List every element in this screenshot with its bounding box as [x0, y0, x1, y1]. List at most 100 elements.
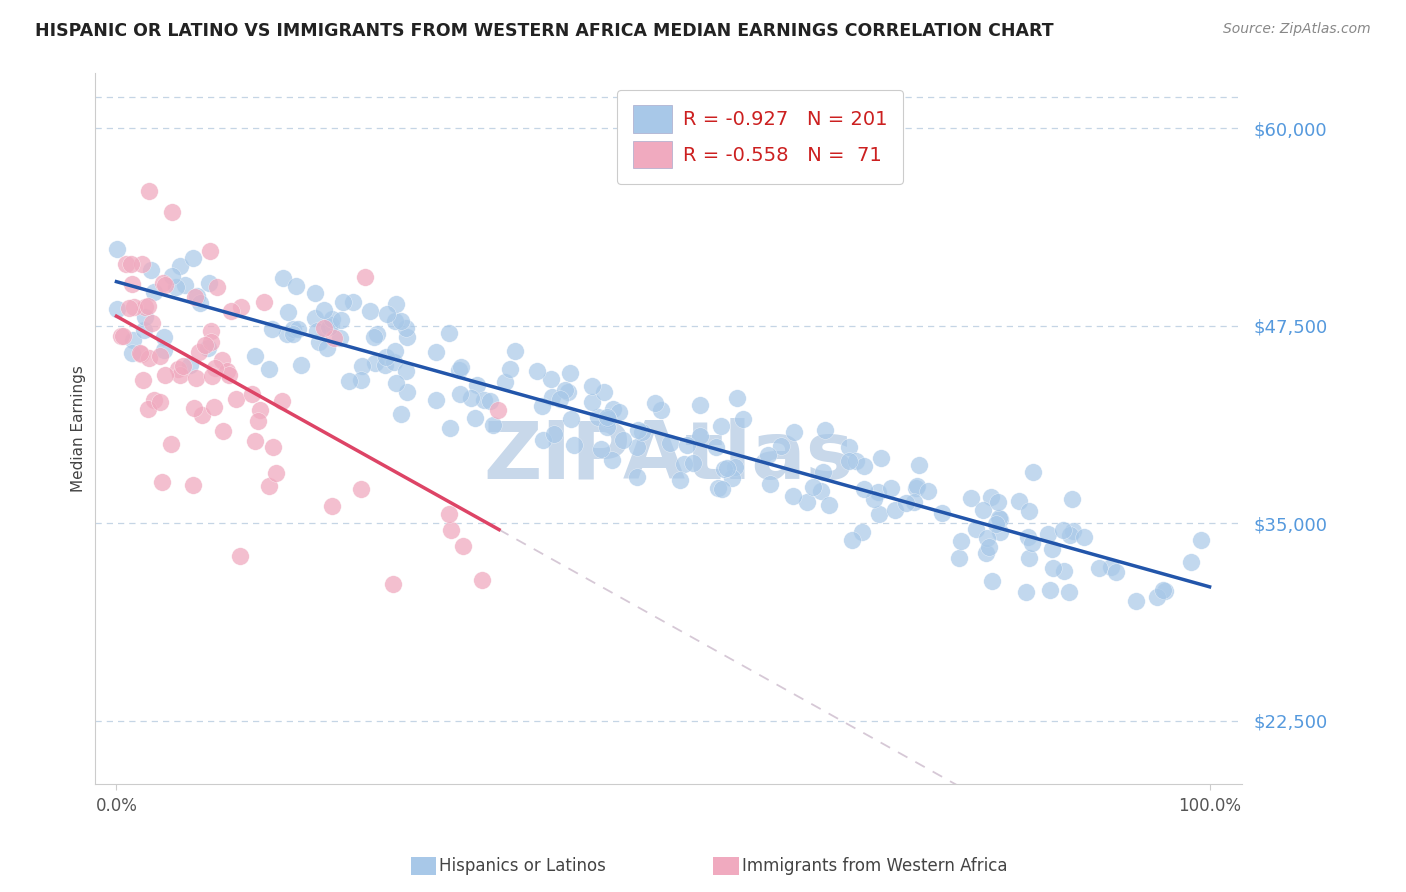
Point: [262, 322, 284, 336]
Point: [948, 550, 970, 565]
Point: [659, 436, 682, 450]
Point: [389, 314, 412, 328]
Point: [756, 448, 779, 462]
Point: [905, 479, 928, 493]
Point: [374, 358, 396, 372]
Point: [321, 312, 343, 326]
Point: [307, 324, 329, 338]
Point: [201, 368, 224, 383]
Point: [974, 546, 997, 560]
Point: [811, 465, 834, 479]
Point: [862, 491, 884, 506]
Point: [134, 310, 156, 324]
Point: [1018, 504, 1040, 518]
Point: [627, 423, 650, 437]
Point: [1015, 584, 1038, 599]
Point: [465, 377, 488, 392]
Point: [384, 297, 406, 311]
Point: [972, 502, 994, 516]
Point: [526, 364, 548, 378]
Point: [965, 522, 987, 536]
Point: [211, 352, 233, 367]
Point: [129, 347, 152, 361]
Point: [136, 401, 159, 416]
Point: [240, 387, 263, 401]
Point: [1146, 591, 1168, 605]
Point: [1018, 550, 1040, 565]
Point: [188, 345, 211, 359]
Point: [1105, 565, 1128, 579]
Point: [884, 503, 907, 517]
Point: [1036, 527, 1059, 541]
Point: [731, 411, 754, 425]
Point: [375, 307, 398, 321]
Point: [200, 334, 222, 349]
Point: [533, 433, 555, 447]
Point: [503, 344, 526, 359]
Point: [486, 403, 509, 417]
Point: [689, 398, 711, 412]
Point: [150, 475, 173, 489]
Point: [817, 499, 839, 513]
Point: [631, 425, 654, 439]
Point: [598, 412, 620, 426]
Point: [710, 419, 733, 434]
Point: [543, 427, 565, 442]
Point: [183, 290, 205, 304]
Point: [138, 351, 160, 365]
Point: [304, 285, 326, 300]
Point: [138, 299, 160, 313]
Point: [481, 417, 503, 432]
Point: [204, 361, 226, 376]
Point: [596, 419, 619, 434]
Point: [350, 483, 373, 497]
Point: [450, 360, 472, 375]
Point: [316, 341, 339, 355]
Text: Source: ZipAtlas.com: Source: ZipAtlas.com: [1223, 22, 1371, 37]
Point: [160, 269, 183, 284]
Point: [724, 460, 747, 475]
Point: [1073, 530, 1095, 544]
Point: [439, 421, 461, 435]
Point: [917, 483, 939, 498]
Point: [337, 375, 360, 389]
Point: [1059, 528, 1081, 542]
Point: [193, 338, 215, 352]
Point: [868, 484, 890, 499]
Point: [1062, 524, 1084, 538]
Point: [121, 277, 143, 292]
Point: [810, 483, 832, 498]
Point: [949, 533, 972, 548]
Point: [851, 525, 873, 540]
Point: [907, 458, 929, 473]
Point: [449, 363, 471, 377]
Point: [359, 304, 381, 318]
Point: [181, 478, 204, 492]
Point: [707, 482, 730, 496]
Point: [141, 316, 163, 330]
Point: [669, 473, 692, 487]
Point: [1053, 564, 1076, 578]
Point: [283, 322, 305, 336]
Point: [132, 373, 155, 387]
Point: [375, 350, 398, 364]
Point: [838, 440, 860, 454]
Point: [221, 304, 243, 318]
Point: [149, 349, 172, 363]
Text: Immigrants from Western Africa: Immigrants from Western Africa: [741, 857, 1007, 875]
Point: [704, 440, 727, 454]
Point: [247, 414, 270, 428]
Point: [986, 516, 1008, 531]
Point: [212, 424, 235, 438]
Point: [586, 410, 609, 425]
Point: [128, 346, 150, 360]
Point: [1039, 582, 1062, 597]
Point: [249, 403, 271, 417]
Point: [554, 383, 576, 397]
Point: [1052, 524, 1074, 538]
Point: [110, 329, 132, 343]
Point: [689, 429, 711, 443]
Point: [1021, 536, 1043, 550]
Point: [197, 341, 219, 355]
Point: [118, 301, 141, 315]
